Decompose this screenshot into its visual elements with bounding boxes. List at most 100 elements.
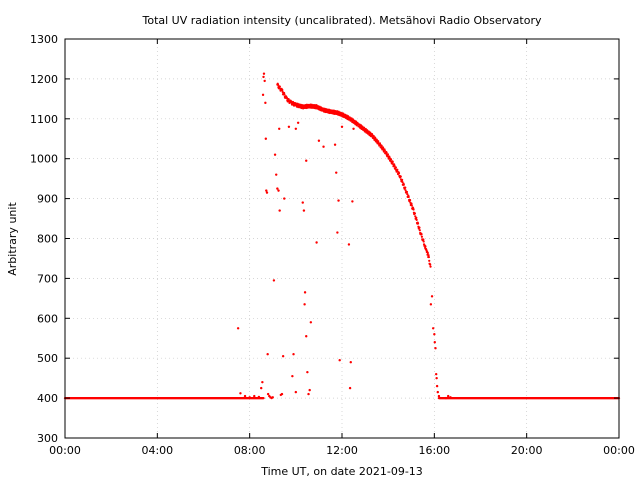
data-point <box>422 238 425 241</box>
data-point <box>278 85 281 88</box>
data-point <box>307 392 310 396</box>
data-point <box>287 125 291 128</box>
data-point <box>305 335 308 338</box>
data-point <box>263 79 266 83</box>
data-point <box>422 240 425 243</box>
data-point <box>401 178 404 181</box>
data-point <box>248 396 251 399</box>
data-point <box>321 107 324 110</box>
data-point <box>348 116 351 119</box>
data-point <box>410 202 413 205</box>
data-points <box>63 72 621 400</box>
data-point <box>429 263 432 266</box>
data-point <box>280 392 284 396</box>
data-point <box>394 166 397 169</box>
data-point <box>396 168 399 171</box>
data-point <box>281 88 284 92</box>
data-point <box>402 183 405 186</box>
data-point <box>434 347 437 350</box>
data-point <box>410 204 413 207</box>
data-point <box>428 259 431 262</box>
data-point <box>264 101 267 105</box>
data-point <box>322 145 325 148</box>
data-point <box>364 127 367 131</box>
y-tick-label: 500 <box>37 352 58 365</box>
data-point <box>261 380 264 384</box>
data-point <box>418 226 421 229</box>
data-point <box>393 164 396 167</box>
data-point <box>435 384 439 388</box>
y-tick-label: 700 <box>37 272 58 285</box>
data-point <box>301 201 304 204</box>
data-point <box>276 187 279 190</box>
data-point <box>433 341 436 344</box>
data-point <box>335 171 338 174</box>
data-point <box>317 139 321 142</box>
data-point <box>287 98 290 101</box>
data-point <box>271 396 274 399</box>
data-point <box>264 137 268 140</box>
data-point <box>340 125 344 128</box>
y-tick-label: 600 <box>37 312 58 325</box>
data-point <box>377 140 380 143</box>
data-point <box>262 397 265 400</box>
data-point <box>278 209 281 212</box>
data-point <box>412 208 415 211</box>
data-point <box>306 370 309 374</box>
data-point <box>397 172 401 175</box>
x-tick-label: 04:00 <box>141 444 173 457</box>
data-point <box>380 144 383 148</box>
data-point <box>257 395 261 399</box>
data-point <box>296 121 300 124</box>
data-point <box>347 243 351 246</box>
data-point <box>404 186 407 189</box>
x-tick-label: 00:00 <box>603 444 635 457</box>
data-point <box>262 72 266 75</box>
data-point <box>420 233 423 236</box>
data-point <box>446 394 450 398</box>
data-point <box>236 327 240 330</box>
data-point <box>337 199 340 202</box>
data-point <box>276 83 280 87</box>
y-tick-label: 400 <box>37 392 58 405</box>
data-point <box>315 241 318 244</box>
data-point <box>408 198 412 202</box>
data-point <box>272 279 276 282</box>
x-tick-label: 20:00 <box>511 444 543 457</box>
data-point <box>275 173 278 176</box>
data-point <box>308 388 311 392</box>
data-point <box>283 197 286 200</box>
data-point <box>292 353 295 356</box>
data-point <box>283 93 286 96</box>
data-point <box>266 353 269 356</box>
data-point <box>427 255 430 259</box>
data-point <box>239 392 242 395</box>
data-point <box>260 386 263 390</box>
data-point <box>303 291 307 294</box>
data-point <box>418 229 421 232</box>
grid-lines <box>65 39 619 438</box>
data-point <box>415 218 418 221</box>
data-point <box>431 327 435 330</box>
data-point <box>266 392 270 396</box>
data-point <box>424 245 427 248</box>
data-point <box>437 394 441 398</box>
data-point <box>415 216 418 219</box>
y-tick-label: 800 <box>37 233 58 246</box>
data-point <box>362 126 366 129</box>
data-point <box>389 158 393 161</box>
x-tick-label: 12:00 <box>326 444 358 457</box>
data-point <box>265 191 269 194</box>
x-tick-label: 16:00 <box>418 444 450 457</box>
data-point <box>338 358 341 362</box>
data-point <box>434 372 438 376</box>
data-point <box>385 151 388 154</box>
y-tick-label: 300 <box>37 432 58 445</box>
data-point <box>406 193 409 196</box>
chart-title: Total UV radiation intensity (uncalibrat… <box>142 14 542 27</box>
data-point <box>294 390 298 394</box>
data-point <box>336 231 339 234</box>
axis-ticks: 300 400 500 600 700 800 900 1000 1100 1200 1300 00:… <box>30 33 635 457</box>
